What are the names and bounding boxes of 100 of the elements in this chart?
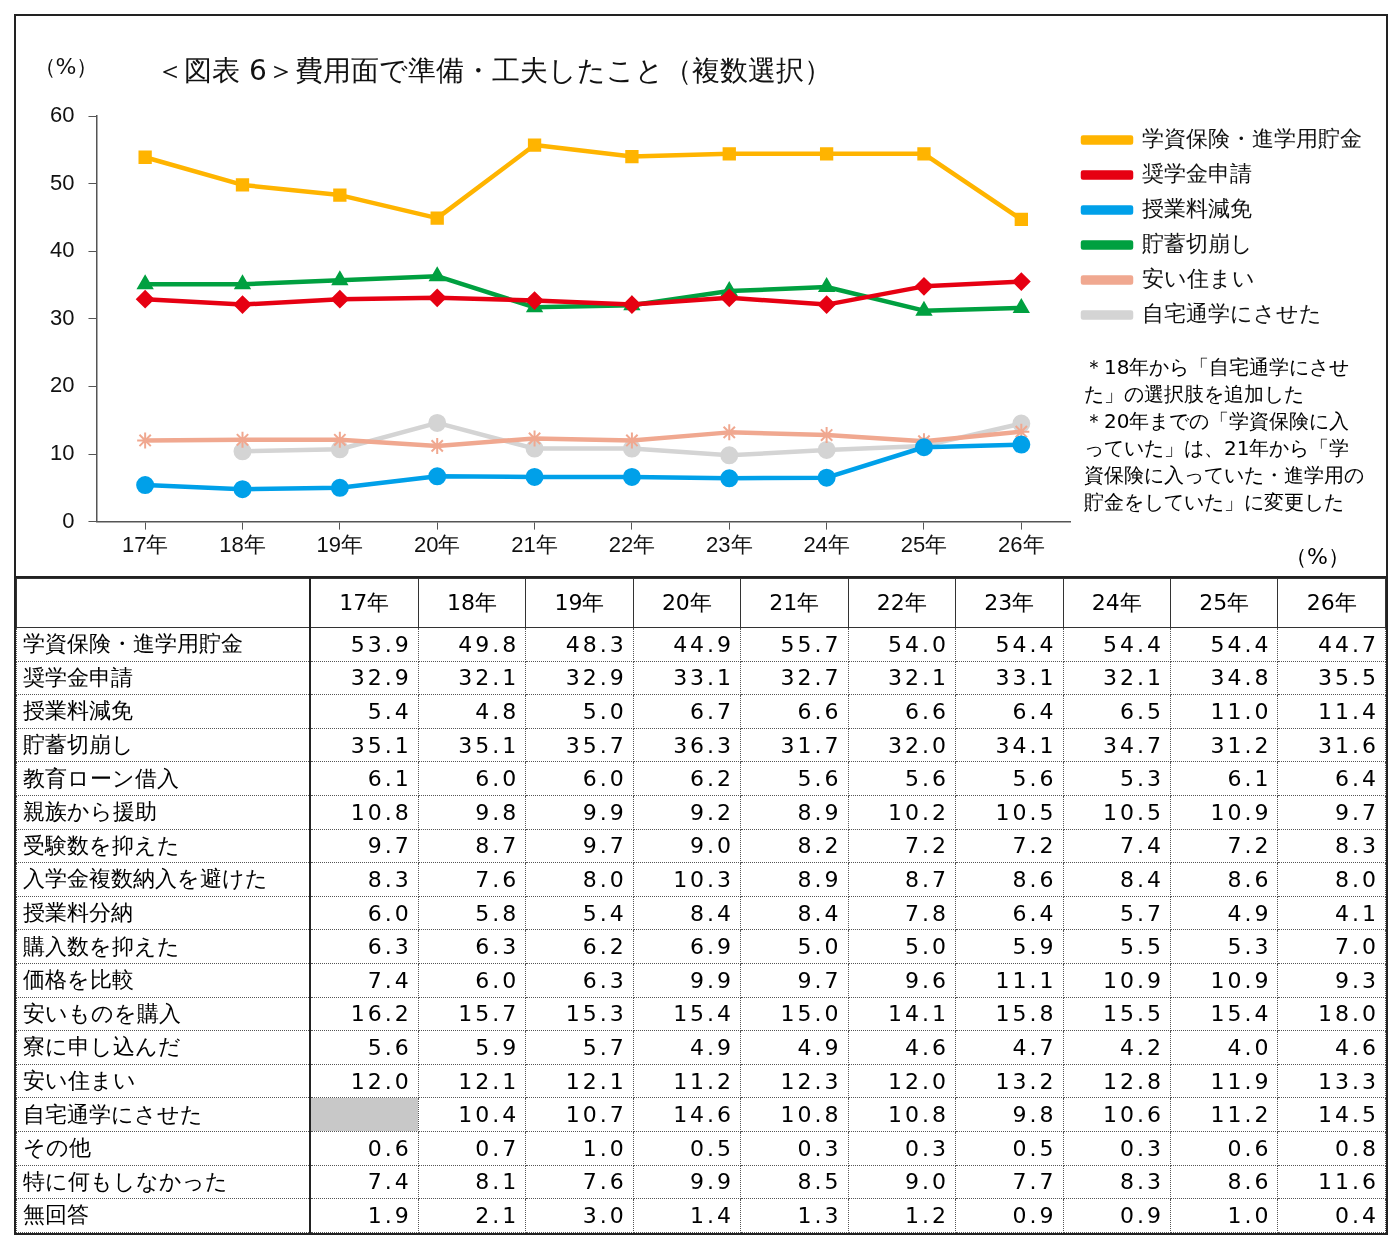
data-label: 13.2 (955, 1064, 1064, 1098)
data-label: 10.8 (848, 1097, 956, 1132)
data-label: 15.4 (633, 997, 741, 1031)
data-label: 11.1 (955, 963, 1064, 998)
data-label: 13.3 (1277, 1064, 1386, 1098)
data-label: 8.2 (740, 829, 849, 863)
y-tick-label: 購入数を抑えた (16, 929, 310, 964)
data-label: 32.0 (848, 728, 956, 762)
data-label: 18.0 (1277, 997, 1386, 1031)
data-label: 6.0 (418, 761, 526, 796)
data-label: 4.2 (1063, 1030, 1171, 1065)
data-label: 10.2 (848, 795, 956, 830)
data-label: 7.7 (955, 1165, 1064, 1199)
data-label: 8.0 (1277, 862, 1386, 897)
data-label: 6.2 (633, 761, 741, 796)
data-label: 5.0 (740, 929, 849, 964)
x-tick-label: 22年 (848, 578, 956, 628)
data-label: 15.7 (418, 997, 526, 1031)
data-label: 0.6 (310, 1131, 419, 1165)
data-label: 5.4 (525, 896, 634, 930)
data-label: 16.2 (310, 997, 419, 1031)
data-label: 10.9 (1170, 963, 1278, 998)
data-label: 33.1 (633, 661, 741, 695)
data-label: 9.0 (633, 829, 741, 863)
data-label: 9.7 (740, 963, 849, 998)
y-tick-label: 20 (49, 372, 75, 398)
data-label: 5.4 (310, 694, 419, 729)
data-label: 9.8 (418, 795, 526, 830)
data-label: 8.5 (740, 1165, 849, 1199)
data-label: 0.4 (1277, 1198, 1386, 1233)
data-label: 9.8 (955, 1097, 1064, 1132)
data-label: 36.3 (633, 728, 741, 762)
data-label: 10.8 (310, 795, 419, 830)
data-label: 1.0 (1170, 1198, 1278, 1233)
data-label: 34.1 (955, 728, 1064, 762)
y-tick-label: 貯蓄切崩し (16, 728, 310, 762)
y-tick-label: 50 (49, 169, 75, 195)
data-label: 31.6 (1277, 728, 1386, 762)
data-label: 1.0 (525, 1131, 634, 1165)
data-label: 32.7 (740, 661, 849, 695)
y-tick-label: 奨学金申請 (16, 661, 310, 695)
data-label: 8.9 (740, 862, 849, 897)
data-label: 32.1 (848, 661, 956, 695)
data-label: 6.3 (418, 929, 526, 964)
y-tick-label: 自宅通学にさせた (16, 1097, 310, 1132)
data-label: 6.4 (955, 694, 1064, 729)
data-label: 14.5 (1277, 1097, 1386, 1132)
data-label: 11.6 (1277, 1165, 1386, 1199)
y-tick-label: 40 (49, 237, 75, 263)
y-tick-label: 安い住まい (16, 1064, 310, 1098)
data-label: 7.2 (955, 829, 1064, 863)
text: ＊18年から「自宅通学にさせた」の選択肢を追加した (1084, 354, 1351, 408)
data-label: 15.5 (1063, 997, 1171, 1031)
data-label: 9.6 (848, 963, 956, 998)
data-label: 0.9 (1063, 1198, 1171, 1233)
data-label: 6.4 (955, 896, 1064, 930)
data-label: 35.5 (1277, 661, 1386, 695)
data-label: 9.3 (1277, 963, 1386, 998)
data-label: 5.6 (848, 761, 956, 796)
x-tick-label: 17年 (121, 531, 169, 557)
data-label: 48.3 (525, 627, 634, 662)
data-label: 32.1 (418, 661, 526, 695)
data-label: 6.3 (525, 963, 634, 998)
data-label: 10.5 (1063, 795, 1171, 830)
data-label: 44.7 (1277, 627, 1386, 662)
legend-label: 安い住まい (1142, 265, 1255, 291)
data-label: 3.0 (525, 1198, 634, 1233)
data-label: 7.0 (1277, 929, 1386, 964)
data-label: 32.9 (310, 661, 419, 695)
y-tick-label: 0 (62, 507, 75, 533)
data-label: 32.9 (525, 661, 634, 695)
data-label: 9.9 (633, 963, 741, 998)
data-label: 5.7 (1063, 896, 1171, 930)
data-label: 1.3 (740, 1198, 849, 1233)
y-tick-label: 10 (49, 440, 75, 466)
data-label: 12.1 (525, 1064, 634, 1098)
legend-label: 奨学金申請 (1142, 160, 1252, 186)
data-label: 9.7 (1277, 795, 1386, 830)
data-label: 1.2 (848, 1198, 956, 1233)
data-label: 10.9 (1170, 795, 1278, 830)
data-label: 7.8 (848, 896, 956, 930)
data-label: 1.4 (633, 1198, 741, 1233)
data-label: 4.9 (740, 1030, 849, 1065)
x-tick-label: 22年 (608, 531, 656, 557)
data-label: 8.6 (955, 862, 1064, 897)
data-label: 6.1 (1170, 761, 1278, 796)
data-label: 34.7 (1063, 728, 1171, 762)
data-label: 5.5 (1063, 929, 1171, 964)
data-label: 4.1 (1277, 896, 1386, 930)
data-label: 9.2 (633, 795, 741, 830)
data-label: 5.9 (955, 929, 1064, 964)
x-tick-label: 19年 (525, 578, 634, 628)
data-label: 10.6 (1063, 1097, 1171, 1132)
y-tick-label: 授業料分納 (16, 896, 310, 930)
data-label: 54.4 (1063, 627, 1171, 662)
y-tick-label: 学資保険・進学用貯金 (16, 627, 310, 662)
x-tick-label: 19年 (316, 531, 364, 557)
data-label: 4.8 (418, 694, 526, 729)
y-tick-label: 受験数を抑えた (16, 829, 310, 863)
data-label: 2.1 (418, 1198, 526, 1233)
